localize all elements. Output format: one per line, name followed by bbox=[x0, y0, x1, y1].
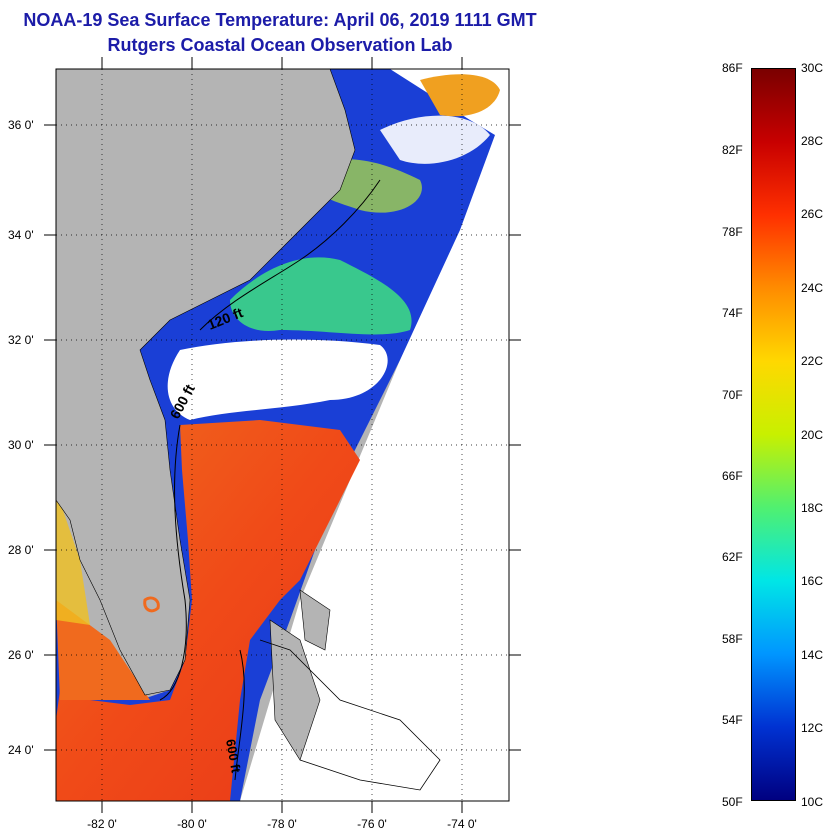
warm-water bbox=[56, 420, 360, 801]
colorbar-f-label: 50F bbox=[722, 795, 743, 809]
colorbar-f-label: 74F bbox=[722, 306, 743, 320]
lat-tick-label: 32 0' bbox=[8, 333, 34, 347]
contour-120ft bbox=[199, 179, 381, 331]
lat-tick-label: 30 0' bbox=[8, 438, 34, 452]
colorbar-c-label: 22C bbox=[801, 354, 824, 368]
sst-patch-orange-north bbox=[420, 74, 500, 117]
axis-ticks bbox=[44, 57, 521, 813]
colorbar-f-label: 54F bbox=[722, 713, 743, 727]
colorbar-c-label: 16C bbox=[801, 574, 824, 588]
colorbar-c-label: 26C bbox=[801, 207, 824, 221]
colorbar-f-label: 66F bbox=[722, 469, 743, 483]
map-gridlines bbox=[56, 69, 509, 801]
colorbar-f-label: 86F bbox=[722, 61, 743, 75]
lat-tick-label: 24 0' bbox=[8, 743, 34, 757]
lon-tick-label: -82 0' bbox=[87, 817, 117, 831]
gulf-warm-water bbox=[56, 600, 150, 700]
lon-tick-label: -78 0' bbox=[267, 817, 297, 831]
lat-tick-label: 36 0' bbox=[8, 118, 34, 132]
colorbar-f-label: 78F bbox=[722, 225, 743, 239]
cloud-mask bbox=[167, 339, 388, 420]
bahamas-landmass bbox=[269, 619, 321, 761]
colorbar-c-label: 24C bbox=[801, 281, 824, 295]
cloud-mask-north bbox=[380, 115, 490, 164]
lat-tick-label: 26 0' bbox=[8, 648, 34, 662]
colorbar-c-label: 14C bbox=[801, 648, 824, 662]
colorbar-c-label: 12C bbox=[801, 721, 824, 735]
colorbar-f-label: 82F bbox=[722, 143, 743, 157]
lake-okeechobee bbox=[143, 596, 160, 613]
colorbar-c-label: 30C bbox=[801, 61, 824, 75]
colorbar-c-label: 20C bbox=[801, 428, 824, 442]
lon-tick-label: -80 0' bbox=[177, 817, 207, 831]
map-title: NOAA-19 Sea Surface Temperature: April 0… bbox=[23, 10, 537, 30]
contour-600ft bbox=[159, 424, 187, 701]
gulf-yellow-water bbox=[56, 490, 90, 625]
colorbar-c-label: 18C bbox=[801, 501, 824, 515]
lon-tick-label: -74 0' bbox=[447, 817, 477, 831]
contour-label: 600 ft bbox=[223, 738, 244, 775]
colorbar-f-label: 70F bbox=[722, 388, 743, 402]
lat-tick-label: 28 0' bbox=[8, 543, 34, 557]
bahamas-island bbox=[299, 589, 331, 651]
colorbar-f-label: 62F bbox=[722, 550, 743, 564]
contour-600ft-south bbox=[234, 649, 245, 781]
sst-band-green bbox=[230, 257, 412, 335]
colorbar-c-label: 28C bbox=[801, 134, 824, 148]
colorbar-f-label: 58F bbox=[722, 632, 743, 646]
map-subtitle: Rutgers Coastal Ocean Observation Lab bbox=[107, 35, 453, 55]
bahamas-bank-contour bbox=[259, 639, 441, 791]
lat-tick-label: 34 0' bbox=[8, 228, 34, 242]
temperature-colorbar bbox=[751, 68, 796, 801]
lon-tick-label: -76 0' bbox=[357, 817, 387, 831]
florida-landmass bbox=[56, 69, 356, 696]
colorbar-c-label: 10C bbox=[801, 795, 824, 809]
